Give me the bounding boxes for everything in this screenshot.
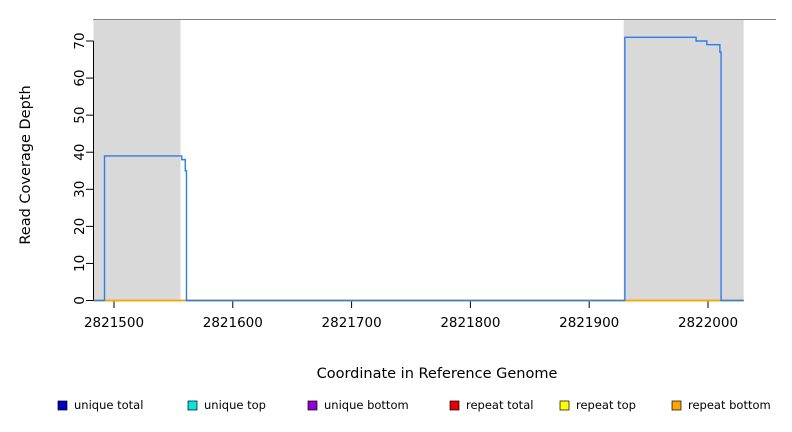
x-axis-ticks <box>113 300 709 308</box>
legend-label-unique-total: unique total <box>74 398 143 412</box>
y-tick-label: 40 <box>72 144 88 161</box>
x-tick-label: 2821900 <box>559 315 619 331</box>
x-tick-label: 2821700 <box>322 315 382 331</box>
legend-swatch-repeat-top <box>559 400 570 411</box>
y-tick-label: 0 <box>72 296 88 305</box>
data-series-group <box>93 36 744 302</box>
legend-swatch-repeat-bottom <box>671 400 682 411</box>
y-tick-label: 20 <box>72 218 88 235</box>
legend-item-unique-bottom[interactable]: unique bottom <box>307 398 409 412</box>
x-axis-tick-labels: 2821500 2821600 2821700 2821800 2821900 28220… <box>84 315 738 331</box>
legend-label-unique-top: unique top <box>204 398 266 412</box>
x-tick-label: 2821600 <box>203 315 263 331</box>
x-tick-label: 2822000 <box>678 315 738 331</box>
legend-swatch-repeat-total <box>449 400 460 411</box>
legend-item-repeat-top[interactable]: repeat top <box>559 398 636 412</box>
x-axis-title: Coordinate in Reference Genome <box>317 366 558 382</box>
legend-item-repeat-total[interactable]: repeat total <box>449 398 533 412</box>
legend-swatch-unique-bottom <box>307 400 318 411</box>
x-axis: 2821500 2821600 2821700 2821800 2821900 28220… <box>84 300 738 331</box>
legend-label-repeat-top: repeat top <box>576 398 636 412</box>
x-tick-label: 2821500 <box>84 315 144 331</box>
legend-item-unique-top[interactable]: unique top <box>187 398 266 412</box>
y-tick-label: 60 <box>72 69 88 86</box>
repeat-region-left-shading <box>93 19 181 301</box>
y-axis: 0 10 20 30 40 50 60 70 <box>72 32 94 305</box>
y-tick-label: 10 <box>72 255 88 272</box>
y-tick-label: 50 <box>72 107 88 124</box>
legend-label-repeat-bottom: repeat bottom <box>688 398 771 412</box>
shaded-regions <box>93 19 744 301</box>
series-line-unique-total <box>93 36 744 302</box>
legend-swatch-unique-total <box>57 400 68 411</box>
repeat-region-right-shading <box>623 19 744 301</box>
chart-legend: unique total unique top unique bottom repea… <box>57 398 771 412</box>
x-tick-label: 2821800 <box>440 315 500 331</box>
legend-label-repeat-total: repeat total <box>466 398 533 412</box>
legend-swatch-unique-top <box>187 400 198 411</box>
y-axis-tick-labels: 0 10 20 30 40 50 60 70 <box>72 32 88 304</box>
legend-item-unique-total[interactable]: unique total <box>57 398 143 412</box>
y-axis-ticks <box>86 40 94 301</box>
y-tick-label: 30 <box>72 181 88 198</box>
y-axis-title: Read Coverage Depth <box>18 85 34 244</box>
legend-label-unique-bottom: unique bottom <box>324 398 409 412</box>
legend-item-repeat-bottom[interactable]: repeat bottom <box>671 398 771 412</box>
y-tick-label: 70 <box>72 32 88 49</box>
